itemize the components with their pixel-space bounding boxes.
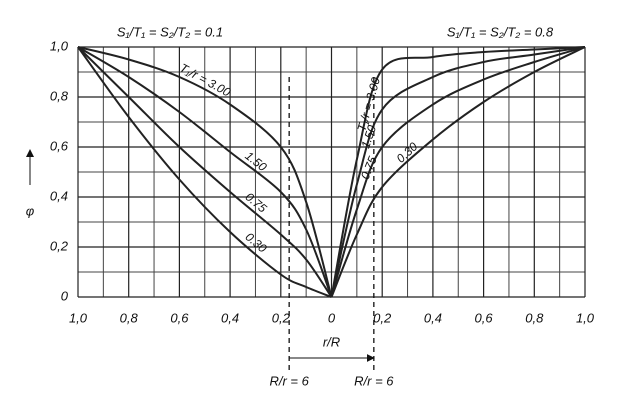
curve <box>330 46 586 298</box>
curve <box>77 46 333 298</box>
curve-label: 0.75 <box>243 190 270 216</box>
y-tick-label: 0 <box>61 288 69 303</box>
x-tick-label: 0,6 <box>170 310 189 325</box>
curve <box>330 46 586 298</box>
x-tick-label: 0,4 <box>424 310 442 325</box>
y-tick-label: 0,6 <box>50 138 69 153</box>
x-axis-label: r/R <box>323 334 340 349</box>
marker-label: R/r = 6 <box>269 373 309 388</box>
x-tick-label: 0,2 <box>272 310 291 325</box>
curve <box>330 46 586 298</box>
curve-label: 0.30 <box>243 230 270 256</box>
x-tick-label: 0 <box>328 310 336 325</box>
curve-label: 0.30 <box>394 139 421 165</box>
annotation: S₁/T₁ = S₂/T₂ = 0.1 <box>117 24 223 39</box>
annotation: S₁/T₁ = S₂/T₂ = 0.8 <box>447 24 554 39</box>
y-tick-label: 0,8 <box>50 88 69 103</box>
curve <box>77 46 333 298</box>
y-tick-label: 0,4 <box>50 188 68 203</box>
x-tick-label: 0,4 <box>221 310 239 325</box>
x-tick-label: 0,6 <box>475 310 494 325</box>
marker-label: R/r = 6 <box>354 373 394 388</box>
y-tick-label: 0,2 <box>50 238 69 253</box>
x-tick-label: 0,8 <box>525 310 544 325</box>
y-axis-label: φ <box>26 203 35 218</box>
x-tick-label: 1,0 <box>576 310 595 325</box>
x-tick-label: 1,0 <box>69 310 88 325</box>
curve <box>77 46 332 298</box>
x-tick-label: 0,2 <box>373 310 392 325</box>
curve <box>77 46 333 298</box>
curve-label: 0.75 <box>358 154 380 181</box>
y-tick-label: 1,0 <box>50 38 69 53</box>
curve <box>330 46 586 298</box>
curve-label: T₁/r = 3.00 <box>354 75 383 133</box>
x-tick-label: 0,8 <box>120 310 139 325</box>
